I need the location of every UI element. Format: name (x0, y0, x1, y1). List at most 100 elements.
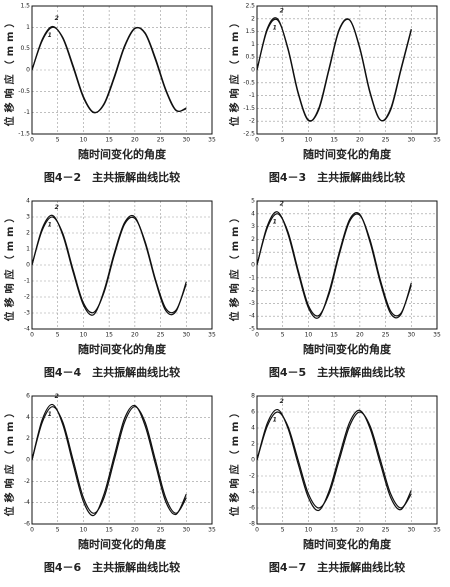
series-label: 1 (48, 222, 52, 229)
y-tick-label: -8 (249, 521, 255, 528)
x-tick-label: 0 (255, 527, 259, 534)
y-tick-label: 2 (251, 15, 255, 22)
x-tick-label: 25 (157, 137, 165, 144)
x-axis-label: 随时间变化的角度 (78, 342, 167, 356)
chart-panel: 0 5 10 15 20 25 30 35 -6 -4 -2 0 2 4 6 1 2 位移响应（mm） 随时间变化的… (3, 393, 216, 575)
x-tick-label: 5 (56, 527, 60, 534)
x-tick-label: 5 (56, 332, 60, 339)
x-tick-label: 10 (305, 527, 313, 534)
y-tick-label: -1 (249, 92, 255, 99)
series-label: 1 (273, 25, 277, 32)
x-tick-label: 30 (182, 332, 190, 339)
y-tick-label: 1.5 (245, 28, 255, 35)
x-tick-label: 5 (56, 137, 60, 144)
x-tick-label: 35 (208, 137, 216, 144)
chart-caption: 图4－6 主共振解曲线比较 (44, 560, 180, 574)
x-tick-label: 20 (131, 332, 139, 339)
y-tick-label: -2 (24, 294, 30, 301)
y-tick-label: 2 (251, 236, 255, 243)
x-tick-label: 20 (356, 137, 364, 144)
y-tick-label: 4 (251, 425, 255, 432)
chart-caption: 图4－5 主共振解曲线比较 (269, 365, 405, 379)
y-tick-label: 6 (26, 393, 30, 400)
y-tick-label: 3 (26, 214, 30, 221)
x-tick-label: 0 (30, 137, 34, 144)
y-tick-label: 2 (26, 435, 30, 442)
y-tick-label: 5 (251, 198, 255, 205)
y-tick-label: -0.5 (243, 79, 255, 86)
y-tick-label: -4 (249, 489, 255, 496)
x-axis-label: 随时间变化的角度 (303, 537, 392, 551)
x-tick-label: 20 (131, 137, 139, 144)
x-tick-label: 5 (281, 332, 285, 339)
y-tick-label: 6 (251, 409, 255, 416)
x-tick-label: 20 (356, 527, 364, 534)
x-tick-label: 25 (382, 527, 390, 534)
y-tick-label: -1.5 (243, 105, 255, 112)
x-tick-label: 25 (157, 332, 165, 339)
x-tick-label: 15 (105, 137, 113, 144)
x-tick-label: 20 (356, 332, 364, 339)
y-tick-label: 0.5 (20, 45, 30, 52)
x-tick-label: 5 (281, 527, 285, 534)
y-tick-label: 0 (251, 67, 255, 74)
y-tick-label: -1 (24, 278, 30, 285)
chart-caption: 图4－3 主共振解曲线比较 (269, 170, 405, 184)
y-tick-label: 1 (251, 41, 255, 48)
y-axis-label: 位移响应（mm） (3, 404, 16, 517)
chart-panel: 0 5 10 15 20 25 30 35 -1.5 -1 -0.5 0 0.5 1 1.5 1 2 位移响应（m… (3, 3, 216, 185)
x-tick-label: 35 (433, 137, 441, 144)
x-tick-label: 25 (382, 137, 390, 144)
x-tick-label: 35 (208, 332, 216, 339)
y-tick-label: -6 (24, 521, 30, 528)
y-tick-label: 2.5 (245, 3, 255, 10)
x-tick-label: 15 (330, 527, 338, 534)
x-tick-label: 10 (80, 332, 88, 339)
series-label: 2 (55, 204, 59, 211)
y-tick-label: 0 (26, 67, 30, 74)
x-axis-label: 随时间变化的角度 (78, 537, 167, 551)
y-tick-label: -3 (24, 310, 30, 317)
series-label: 2 (280, 200, 284, 207)
y-tick-label: 3 (251, 223, 255, 230)
series-line (256, 17, 412, 122)
y-tick-label: 1 (251, 249, 255, 256)
y-axis-label: 位移响应（mm） (3, 14, 16, 127)
series-line (31, 214, 187, 316)
y-tick-label: -0.5 (18, 88, 30, 95)
y-tick-label: 1.5 (20, 3, 30, 10)
y-tick-label: 0 (251, 457, 255, 464)
series-line (256, 211, 412, 319)
x-tick-label: 30 (407, 137, 415, 144)
y-tick-label: -4 (249, 313, 255, 320)
series-label: 2 (280, 398, 284, 405)
y-tick-label: 1 (26, 246, 30, 253)
x-axis-label: 随时间变化的角度 (303, 147, 392, 161)
x-tick-label: 30 (407, 527, 415, 534)
chart-panel: 0 5 10 15 20 25 30 35 -2.5 -2 -1.5 -1 -0.5 0 0.5 1 1.5 2 2… (228, 3, 441, 185)
y-tick-label: 0 (26, 262, 30, 269)
series-label: 2 (55, 393, 59, 400)
y-tick-label: 4 (26, 414, 30, 421)
y-tick-label: -3 (249, 300, 255, 307)
chart-caption: 图4－2 主共振解曲线比较 (44, 170, 180, 184)
y-tick-label: 8 (251, 393, 255, 400)
x-tick-label: 15 (330, 137, 338, 144)
x-tick-label: 30 (182, 527, 190, 534)
series-label: 1 (48, 411, 52, 418)
x-tick-label: 30 (407, 332, 415, 339)
y-tick-label: -2 (249, 287, 255, 294)
x-tick-label: 10 (305, 137, 313, 144)
series-line (31, 403, 187, 517)
series-line (31, 25, 187, 114)
plot-frame (31, 200, 213, 330)
chart-caption: 图4－7 主共振解曲线比较 (269, 560, 405, 574)
y-tick-label: 2 (26, 230, 30, 237)
y-tick-label: -2 (249, 118, 255, 125)
x-axis-label: 随时间变化的角度 (78, 147, 167, 161)
y-tick-label: -4 (24, 326, 30, 333)
x-tick-label: 35 (208, 527, 216, 534)
y-tick-label: 4 (251, 210, 255, 217)
